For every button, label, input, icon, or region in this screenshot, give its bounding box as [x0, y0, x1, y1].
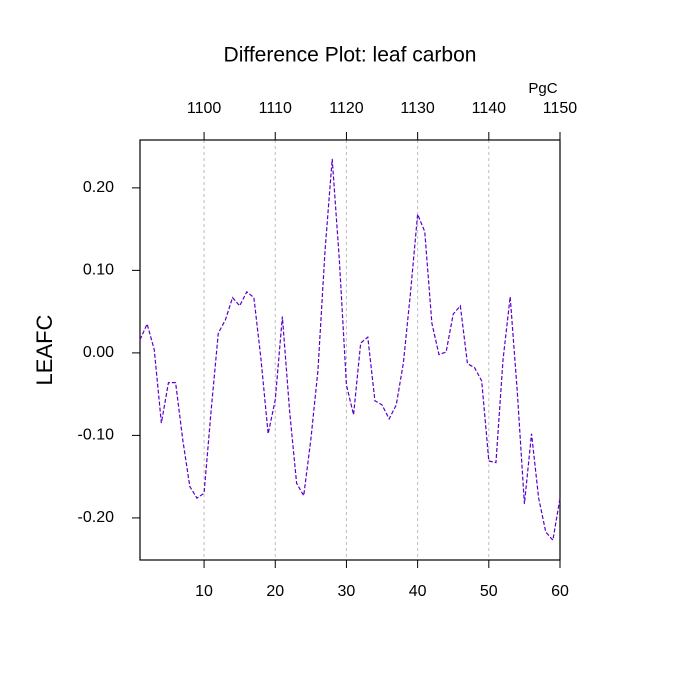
x-tick-label: 40	[409, 583, 427, 600]
x2-tick-label: 1120	[329, 100, 364, 117]
x-tick-label: 60	[551, 583, 569, 600]
x2-tick-label: 1140	[472, 100, 507, 117]
data-line	[139, 158, 561, 542]
x2-tick-label: 1130	[400, 100, 435, 117]
x-tick-label: 30	[338, 583, 356, 600]
y-tick-label: 0.10	[83, 262, 114, 279]
plot-frame	[139, 139, 561, 561]
x-tick-label: 20	[266, 583, 284, 600]
x2-tick-label: 1110	[259, 100, 292, 117]
y-tick-label: 0.20	[83, 179, 114, 196]
units-label: PgC	[528, 80, 557, 97]
y-axis-label: LEAFC	[32, 314, 57, 385]
x2-tick-label: 1150	[543, 100, 578, 117]
chart-title: Difference Plot: leaf carbon	[224, 44, 477, 67]
y-tick-label: -0.20	[78, 509, 115, 526]
x2-tick-label: 1100	[187, 100, 222, 117]
y-tick-label: 0.00	[83, 344, 114, 361]
x-tick-label: 10	[195, 583, 213, 600]
y-tick-label: -0.10	[78, 427, 115, 444]
x-tick-label: 50	[480, 583, 498, 600]
